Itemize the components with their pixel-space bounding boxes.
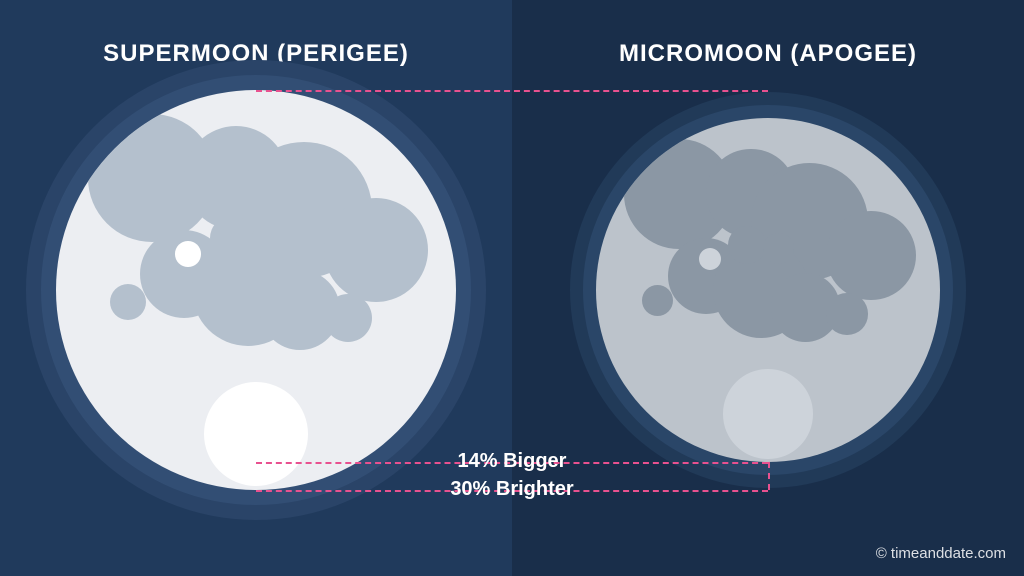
credit: © timeanddate.com [876, 545, 1006, 562]
moon-crater [763, 233, 794, 264]
moon-bright-spot [723, 369, 812, 458]
stat-brighter: 30% Brighter [0, 478, 1024, 501]
moon-crater [324, 198, 428, 302]
micromoon [596, 118, 940, 462]
dash-top [256, 90, 768, 92]
moon-crater [642, 285, 673, 316]
moon-crater [250, 224, 286, 260]
moon-crater [826, 293, 867, 334]
moon-bright-spot [175, 241, 201, 267]
moon-crater [110, 284, 146, 320]
moon-crater [826, 211, 915, 300]
micromoon-title: MICROMOON (APOGEE) [512, 40, 1024, 68]
supermoon [56, 90, 456, 490]
moon-crater [210, 216, 254, 260]
moon-crater [324, 294, 372, 342]
stat-bigger: 14% Bigger [0, 450, 1024, 473]
moon-bright-spot [699, 248, 721, 270]
